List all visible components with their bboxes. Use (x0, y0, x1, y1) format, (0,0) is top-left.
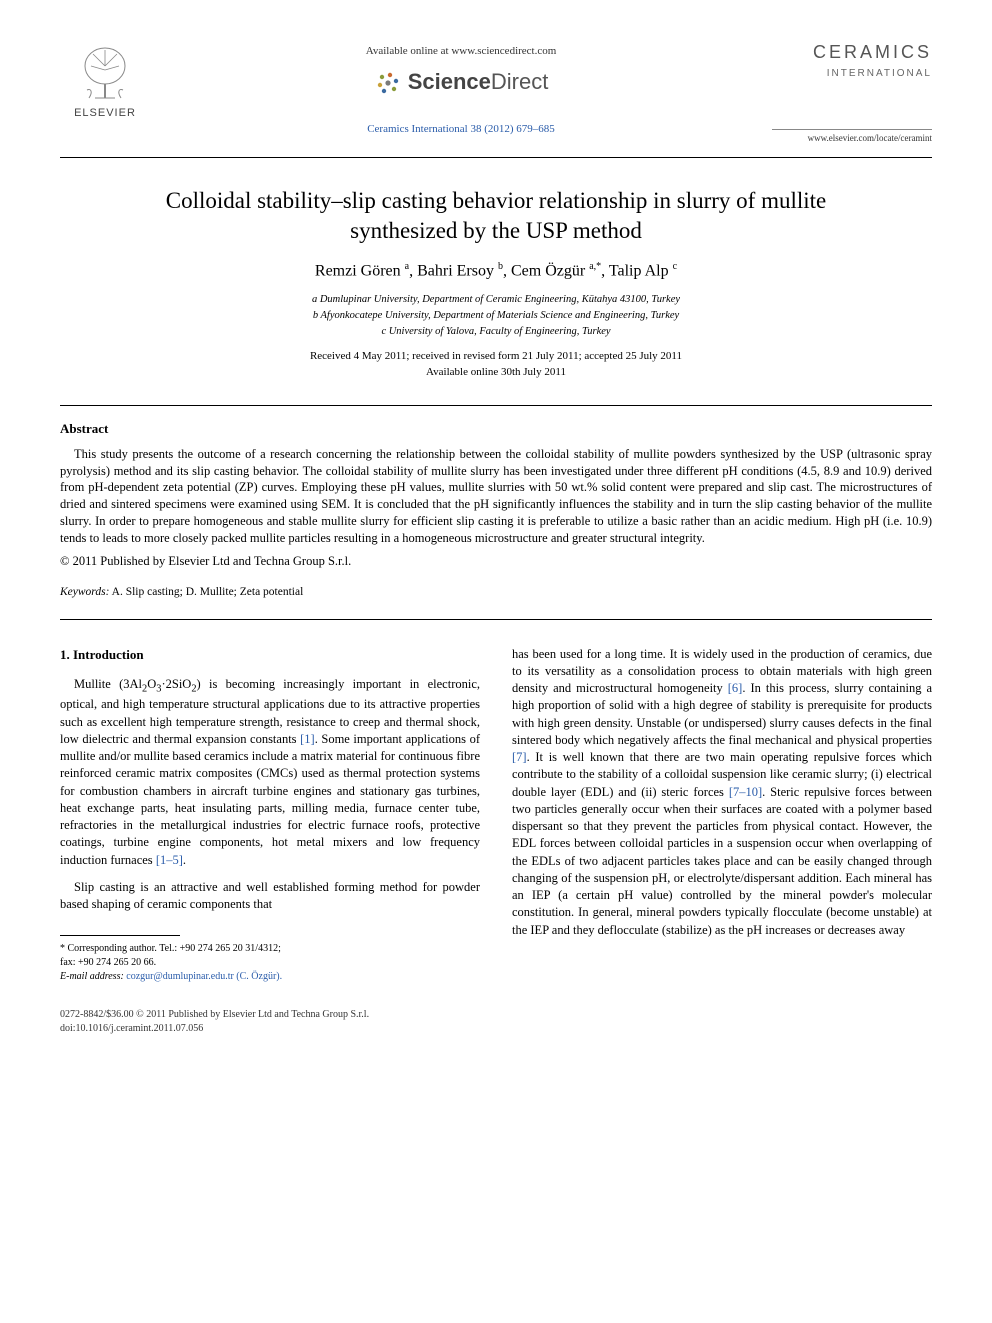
email-value[interactable]: cozgur@dumlupinar.edu.tr (C. Özgür). (124, 971, 282, 982)
article-dates: Received 4 May 2011; received in revised… (60, 348, 932, 381)
divider-bottom (60, 619, 932, 620)
elsevier-logo-block: ELSEVIER (60, 40, 150, 121)
sciencedirect-icon (374, 69, 402, 97)
abstract-copyright: © 2011 Published by Elsevier Ltd and Tec… (60, 553, 932, 571)
affiliations: a Dumlupinar University, Department of C… (60, 292, 932, 339)
intro-para-2-cont: has been used for a long time. It is wid… (512, 646, 932, 939)
section-1-heading: 1. Introduction (60, 646, 480, 664)
page-footer: 0272-8842/$36.00 © 2011 Published by Els… (60, 1008, 932, 1036)
corresponding-author-footnote: * Corresponding author. Tel.: +90 274 26… (60, 942, 480, 984)
dates-online: Available online 30th July 2011 (60, 364, 932, 381)
affiliation-b: b Afyonkocatepe University, Department o… (60, 308, 932, 324)
footnote-separator (60, 935, 180, 936)
issn-copyright: 0272-8842/$36.00 © 2011 Published by Els… (60, 1008, 369, 1022)
ref-7-10[interactable]: [7–10] (729, 785, 762, 799)
intro-para-1: Mullite (3Al2O3·2SiO2) is becoming incre… (60, 676, 480, 869)
body-columns: 1. Introduction Mullite (3Al2O3·2SiO2) i… (60, 646, 932, 985)
column-right: has been used for a long time. It is wid… (512, 646, 932, 985)
divider-top (60, 405, 932, 406)
journal-url: www.elsevier.com/locate/ceramint (772, 129, 932, 145)
email-label: E-mail address: (60, 971, 124, 982)
ref-1-5[interactable]: [1–5] (156, 853, 183, 867)
corr-fax: fax: +90 274 265 20 66. (60, 956, 480, 970)
abstract-body: This study presents the outcome of a res… (60, 446, 932, 547)
sciencedirect-wordmark: ScienceDirect (408, 67, 549, 98)
elsevier-tree-icon (73, 40, 137, 104)
elsevier-label: ELSEVIER (74, 106, 136, 121)
column-left: 1. Introduction Mullite (3Al2O3·2SiO2) i… (60, 646, 480, 985)
sciencedirect-logo: ScienceDirect (374, 67, 549, 98)
ref-1[interactable]: [1] (300, 732, 315, 746)
keywords-label: Keywords: (60, 586, 109, 598)
intro-para-2: Slip casting is an attractive and well e… (60, 879, 480, 914)
corr-tel: * Corresponding author. Tel.: +90 274 26… (60, 942, 480, 956)
citation-line: Ceramics International 38 (2012) 679–685 (150, 122, 772, 137)
keywords-line: Keywords: A. Slip casting; D. Mullite; Z… (60, 584, 932, 600)
publisher-header: ELSEVIER Available online at www.science… (60, 40, 932, 158)
journal-title: CERAMICS (772, 40, 932, 65)
dates-received: Received 4 May 2011; received in revised… (60, 348, 932, 365)
article-title: Colloidal stability–slip casting behavio… (120, 186, 872, 246)
journal-brand-block: CERAMICS INTERNATIONAL www.elsevier.com/… (772, 40, 932, 145)
abstract-heading: Abstract (60, 420, 932, 438)
affiliation-a: a Dumlupinar University, Department of C… (60, 292, 932, 308)
journal-subtitle: INTERNATIONAL (772, 67, 932, 81)
footer-left: 0272-8842/$36.00 © 2011 Published by Els… (60, 1008, 369, 1036)
ref-6[interactable]: [6] (728, 681, 743, 695)
corr-email-line: E-mail address: cozgur@dumlupinar.edu.tr… (60, 970, 480, 984)
center-header: Available online at www.sciencedirect.co… (150, 40, 772, 138)
available-online-line: Available online at www.sciencedirect.co… (150, 44, 772, 59)
ref-7[interactable]: [7] (512, 750, 527, 764)
doi-line: doi:10.1016/j.ceramint.2011.07.056 (60, 1022, 369, 1036)
authors-line: Remzi Gören a, Bahri Ersoy b, Cem Özgür … (60, 260, 932, 283)
affiliation-c: c University of Yalova, Faculty of Engin… (60, 324, 932, 340)
abstract-section: Abstract This study presents the outcome… (60, 420, 932, 601)
keywords-values: A. Slip casting; D. Mullite; Zeta potent… (109, 586, 303, 598)
